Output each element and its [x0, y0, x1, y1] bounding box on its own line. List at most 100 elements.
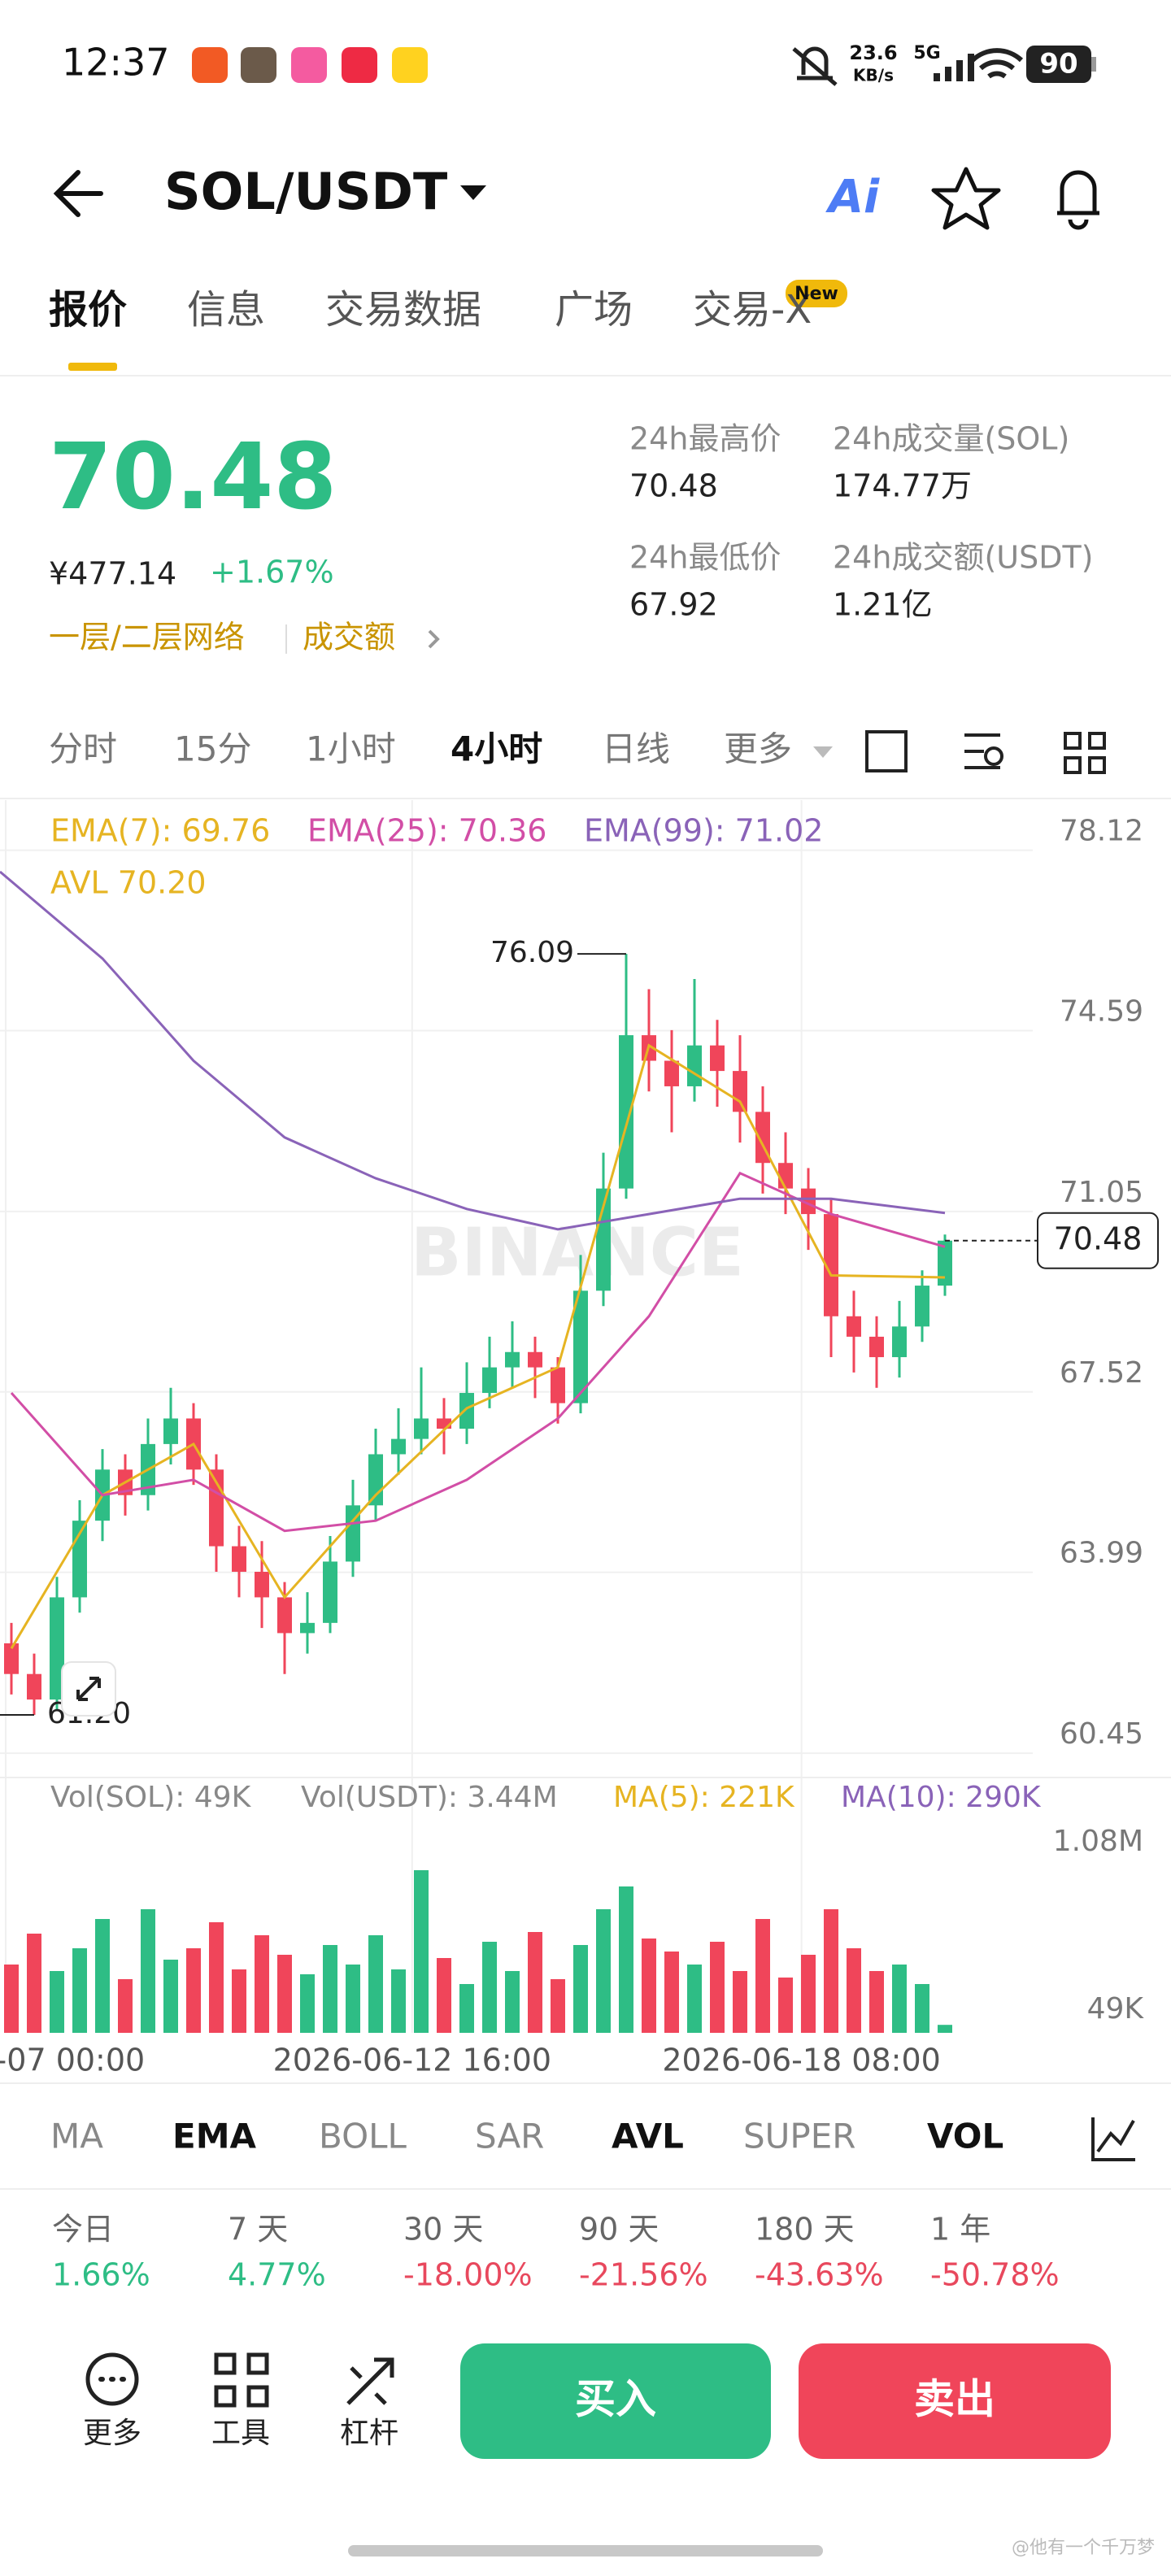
- period-label: 7 天: [228, 2212, 288, 2247]
- volume-bar: [801, 1955, 816, 2033]
- speed-unit: KB/s: [853, 66, 894, 85]
- candle-body: [528, 1351, 542, 1368]
- period-label: 30 天: [403, 2212, 483, 2247]
- tab[interactable]: 信息: [187, 287, 265, 333]
- badge-bg: [786, 280, 847, 307]
- period-change: -43.63%: [755, 2257, 884, 2293]
- tab[interactable]: 交易-X: [693, 287, 812, 333]
- action-label[interactable]: 更多: [83, 2417, 141, 2450]
- tab-indicator: [68, 363, 117, 371]
- candle-body: [482, 1367, 497, 1394]
- ema-line: [10, 1171, 946, 1533]
- more-icon[interactable]: [85, 2352, 139, 2406]
- buy-label[interactable]: 买入: [575, 2376, 656, 2423]
- y-tick-label: 74.59: [1060, 994, 1143, 1028]
- y-tick-label: 78.12: [1060, 815, 1143, 848]
- indicator-tab[interactable]: SUPER: [743, 2117, 855, 2156]
- indicator-tab[interactable]: MA: [50, 2117, 103, 2156]
- tag-link[interactable]: 一层/二层网络: [49, 620, 245, 655]
- ai-button[interactable]: Ai: [825, 171, 880, 224]
- interval-tab[interactable]: 1小时: [306, 729, 396, 769]
- interval-tab[interactable]: 分时: [49, 729, 117, 769]
- stat-value: 70.48: [629, 468, 718, 504]
- tool-icon[interactable]: [865, 730, 908, 772]
- stat-label: 24h最高价: [629, 421, 781, 457]
- candle-body: [869, 1336, 884, 1358]
- volume-bar: [710, 1942, 725, 2033]
- favorite-button[interactable]: [931, 167, 1001, 230]
- notification-button[interactable]: [1057, 170, 1099, 230]
- settings-icon[interactable]: [964, 733, 1000, 769]
- y-tick-label: 60.45: [1060, 1717, 1143, 1751]
- tab[interactable]: 报价: [49, 287, 127, 333]
- high-label: 76.09: [490, 936, 574, 969]
- candle-body: [551, 1367, 565, 1403]
- layout-icon[interactable]: [1064, 732, 1106, 774]
- volume-bar: [232, 1969, 246, 2033]
- volume-bar: [938, 2025, 952, 2033]
- indicator-tab[interactable]: EMA: [172, 2117, 256, 2156]
- y-tick-label: 71.05: [1060, 1176, 1143, 1209]
- legend-item: AVL 70.20: [50, 865, 207, 901]
- interval-tab[interactable]: 日线: [602, 729, 670, 769]
- candle-body: [391, 1438, 406, 1455]
- volume-bar: [824, 1909, 838, 2033]
- period-label: 90 天: [579, 2212, 659, 2247]
- action-label[interactable]: 工具: [211, 2417, 270, 2450]
- volume-legend: MA(5): 221K: [613, 1781, 795, 1814]
- app-icon: [392, 47, 428, 83]
- indicator-tab[interactable]: VOL: [927, 2117, 1003, 2156]
- dropdown-arrow[interactable]: [460, 185, 486, 200]
- volume-bar: [459, 1984, 474, 2033]
- buy-button[interactable]: [460, 2343, 771, 2459]
- action-label[interactable]: 杠杆: [340, 2417, 398, 2450]
- volume-bar: [573, 1945, 588, 2033]
- period-change: 4.77%: [228, 2257, 326, 2293]
- interval-tab[interactable]: 15分: [174, 729, 251, 769]
- app-icon: [192, 47, 228, 83]
- ema-line: [10, 1043, 946, 1650]
- volume-bar: [755, 1919, 770, 2033]
- volume-bar: [4, 1965, 19, 2033]
- candle-body: [346, 1505, 360, 1562]
- interval-tab[interactable]: 更多: [724, 729, 792, 769]
- leverage-icon[interactable]: [346, 2357, 394, 2405]
- interval-tab[interactable]: 4小时: [451, 729, 542, 769]
- sell-button[interactable]: [799, 2343, 1111, 2459]
- sell-label[interactable]: 卖出: [914, 2376, 995, 2423]
- indicator-tab[interactable]: SAR: [475, 2117, 544, 2156]
- last-price-box: [1037, 1212, 1159, 1269]
- volume-bar: [323, 1945, 337, 2033]
- tag-link[interactable]: 成交额: [303, 620, 395, 655]
- candle-body: [459, 1393, 474, 1429]
- x-tick-label: 2026-06-12 16:00: [273, 2043, 551, 2078]
- candle-body: [277, 1597, 292, 1634]
- speed: 23.6: [849, 41, 897, 64]
- volume-bar: [847, 1948, 861, 2033]
- candle-body: [573, 1290, 588, 1403]
- indicator-settings[interactable]: [1091, 2117, 1135, 2161]
- indicator-tab[interactable]: BOLL: [319, 2117, 407, 2156]
- volume-bar: [687, 1965, 702, 2033]
- volume-bar: [368, 1935, 383, 2033]
- wifi-icon: [970, 48, 1024, 79]
- stat-value: 1.21亿: [833, 587, 933, 623]
- candle-body: [163, 1418, 178, 1444]
- ema-line: [0, 870, 946, 1231]
- back-button[interactable]: [53, 170, 103, 217]
- candle-body: [710, 1045, 725, 1072]
- indicator-tab[interactable]: AVL: [612, 2117, 684, 2156]
- chart: BINANCE78.1274.5971.0567.5263.9960.45202…: [0, 800, 1171, 2078]
- network: 5G: [913, 43, 940, 63]
- tab[interactable]: 广场: [555, 287, 633, 333]
- volume-bar: [664, 1952, 679, 2033]
- tab[interactable]: 交易数据: [325, 287, 481, 333]
- tools-icon[interactable]: [214, 2352, 269, 2408]
- candle-body: [4, 1643, 19, 1674]
- mute-icon: [792, 46, 838, 86]
- volume-bar: [596, 1909, 611, 2033]
- candle-body: [619, 1035, 633, 1189]
- pair-title[interactable]: SOL/USDT: [164, 162, 447, 221]
- candle-body: [778, 1163, 793, 1189]
- candle-body: [824, 1214, 838, 1316]
